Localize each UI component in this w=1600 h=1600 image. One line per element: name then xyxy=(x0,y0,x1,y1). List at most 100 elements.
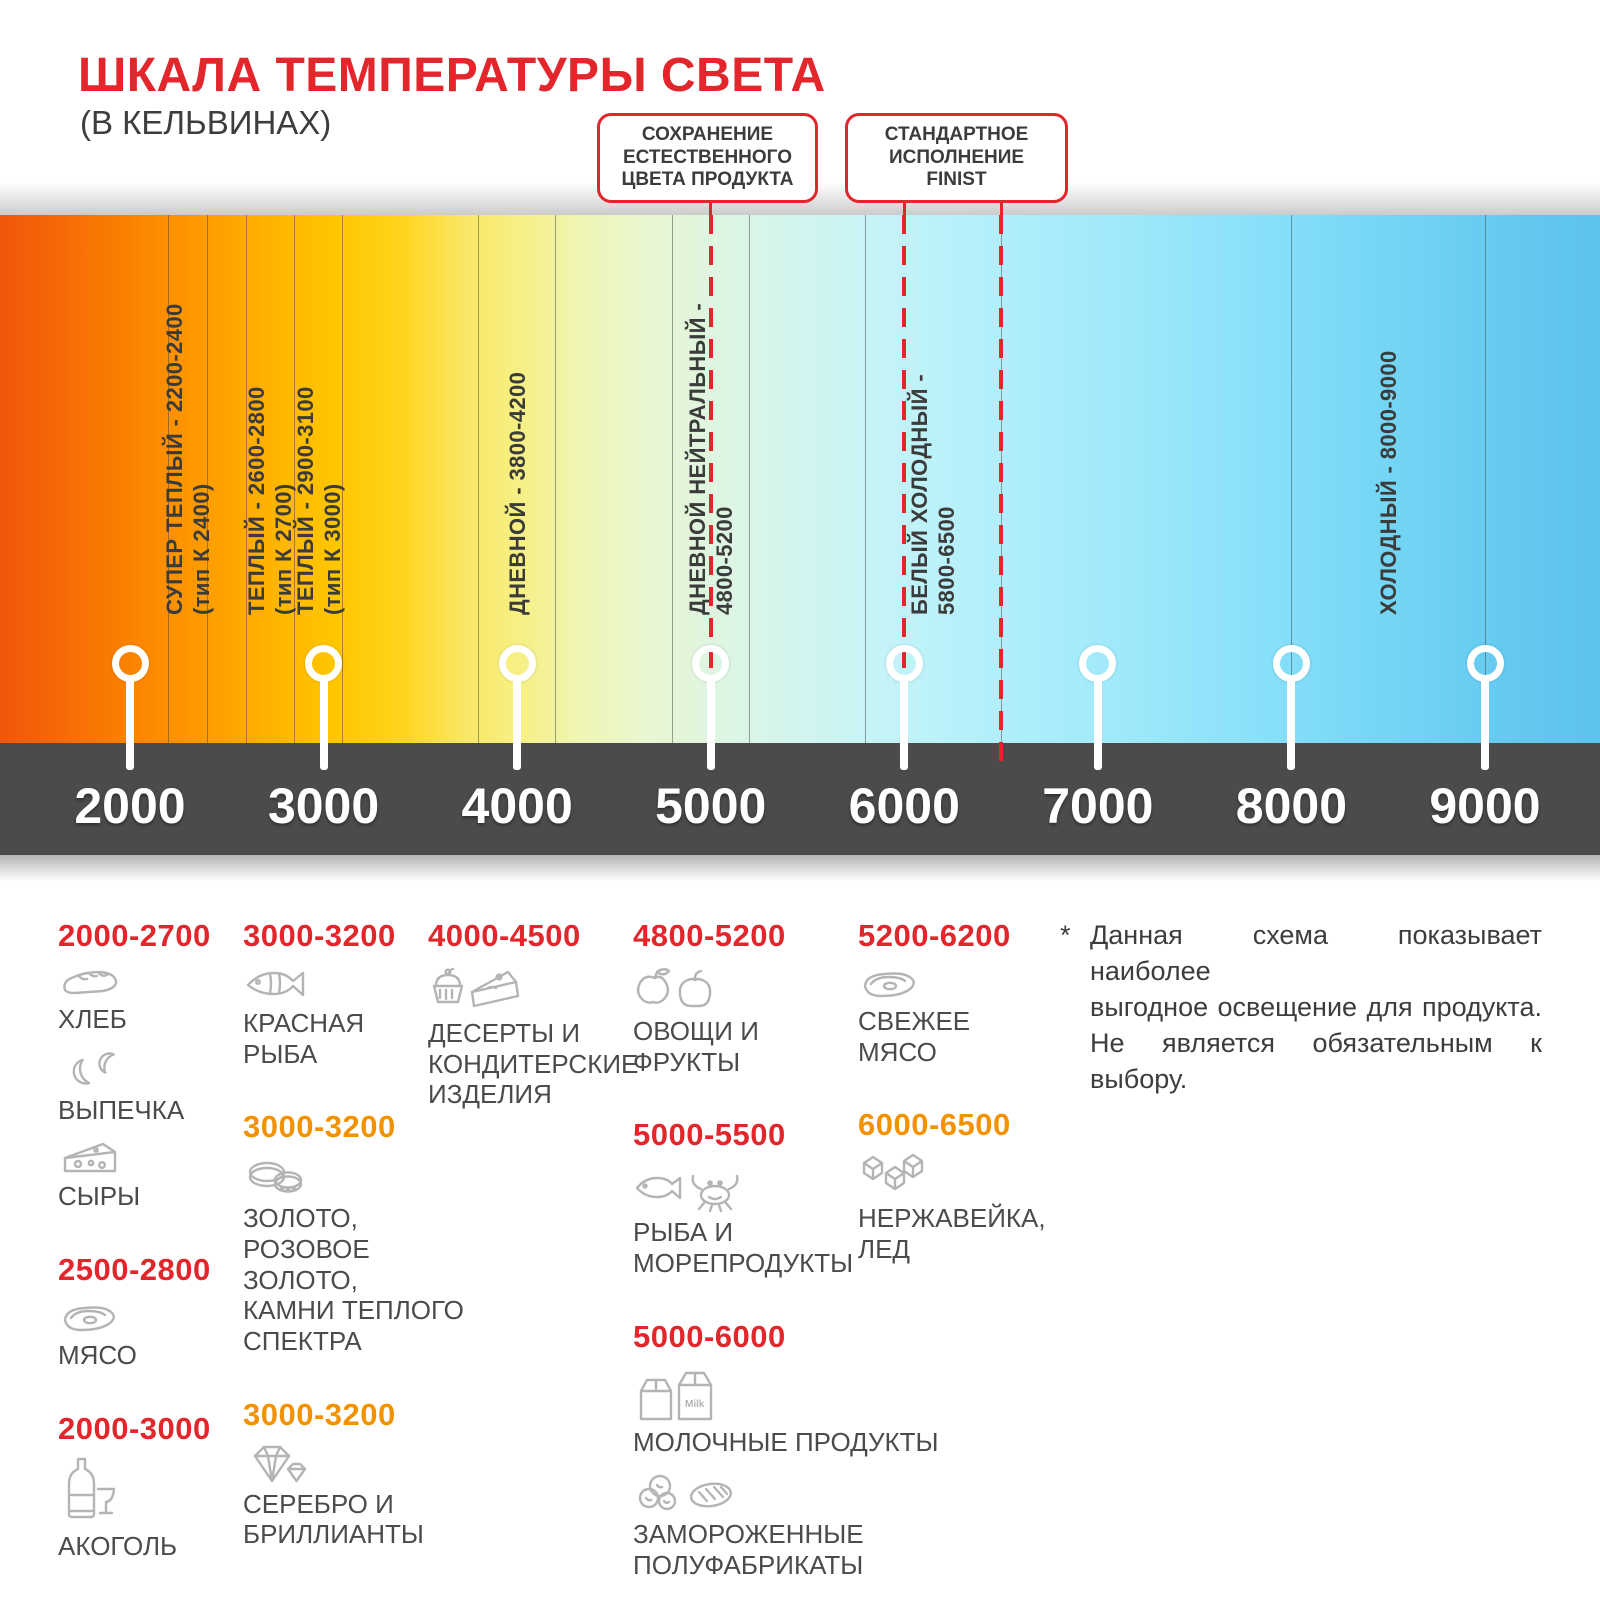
callout-natural-color: СОХРАНЕНИЕ ЕСТЕСТВЕННОГО ЦВЕТА ПРОДУКТА xyxy=(597,113,818,203)
legend-entry: СЕРЕБРО И БРИЛЛИАНТЫ xyxy=(243,1441,483,1550)
range-heading: 2500-2800 xyxy=(58,1252,211,1288)
footnote: * Данная схема показывает наиболее выгодн… xyxy=(1060,918,1542,1098)
legend-entry-label: ЗАМОРОЖЕННЫЕ ПОЛУФАБРИКАТЫ xyxy=(633,1519,864,1581)
scale-marker-stem xyxy=(1287,681,1296,770)
legend-entry-label: СЫРЫ xyxy=(58,1181,141,1212)
axis-number: 8000 xyxy=(1235,778,1348,834)
diamond-icon xyxy=(243,1441,483,1487)
bar-bottom-shadow xyxy=(0,855,1600,881)
range-boundary-tick xyxy=(206,215,208,743)
zone-label: СУПЕР ТЕПЛЫЙ - 2200-2400 (тип К 2400) xyxy=(161,303,215,615)
legend-entry-label: АКОГОЛЬ xyxy=(58,1530,178,1561)
red-guide-line xyxy=(708,215,713,770)
footnote-line: Не является обязательным к выбору. xyxy=(1090,1027,1542,1094)
range-heading: 5000-6000 xyxy=(633,1318,786,1354)
legend-entry: МЯСО xyxy=(58,1296,238,1371)
range-boundary-tick xyxy=(342,215,344,743)
legend-entry-label: ВЫПЕЧКА xyxy=(58,1094,185,1125)
ice-icon xyxy=(858,1151,1068,1201)
frozen-icon xyxy=(633,1465,943,1517)
footnote-asterisk: * xyxy=(1060,920,1071,950)
callout-text: СОХРАНЕНИЕ ЕСТЕСТВЕННОГО ЦВЕТА ПРОДУКТА xyxy=(621,123,794,191)
fresh-meat-icon xyxy=(858,962,1068,1004)
zone-label-line: 4800-5200 xyxy=(711,506,737,615)
zone-label-line: 5800-6500 xyxy=(934,506,960,615)
scale-marker-ring xyxy=(305,645,343,682)
temperature-scale: СУПЕР ТЕПЛЫЙ - 2200-2400 (тип К 2400) ТЕПЛ… xyxy=(0,215,1600,855)
range-boundary-tick xyxy=(555,215,557,743)
legend-entry: НЕРЖАВЕЙКА, ЛЕД xyxy=(858,1151,1068,1264)
scale-marker-stem xyxy=(1093,681,1102,770)
range-boundary-tick xyxy=(748,215,750,743)
legend-entry: КРАСНАЯ РЫБА xyxy=(243,962,483,1069)
legend-entry: ЗАМОРОЖЕННЫЕ ПОЛУФАБРИКАТЫ xyxy=(633,1465,943,1580)
legend-entry: АКОГОЛЬ xyxy=(58,1455,238,1562)
red-guide-line xyxy=(902,215,907,770)
range-heading: 3000-3200 xyxy=(243,1109,396,1145)
scale-marker-stem xyxy=(126,681,134,770)
range-heading: 2000-2700 xyxy=(58,918,211,953)
range-boundary-tick xyxy=(294,215,296,743)
range-boundary-tick xyxy=(671,215,673,743)
axis-number: 9000 xyxy=(1429,778,1541,834)
range-heading: 4800-5200 xyxy=(633,918,786,953)
legend-entry-label: НЕРЖАВЕЙКА, ЛЕД xyxy=(858,1203,1046,1265)
meat-icon xyxy=(58,1296,238,1338)
legend-entry: СВЕЖЕЕ МЯСО xyxy=(858,962,1068,1067)
page-title: ШКАЛА ТЕМПЕРАТУРЫ СВЕТА xyxy=(78,49,826,102)
legend-column: 4000-4500 ДЕСЕРТЫ И КОНДИТЕРСКИЕ ИЗДЕЛИЯ xyxy=(428,918,638,1110)
range-heading: 6000-6500 xyxy=(858,1107,1011,1143)
zone-label: ТЕПЛЫЙ - 2600-2800 (тип К 2700) xyxy=(243,386,297,615)
legend-entry-label: ХЛЕБ xyxy=(58,1004,127,1034)
alcohol-icon xyxy=(58,1455,238,1529)
callout-connector xyxy=(709,195,713,217)
range-boundary-tick xyxy=(245,215,247,743)
scale-marker-stem xyxy=(319,681,328,770)
legend-entry-label: РЫБА И МОРЕПРОДУКТЫ xyxy=(633,1217,854,1279)
legend-entry: ЗОЛОТО, РОЗОВОЕ ЗОЛОТО, КАМНИ ТЕПЛОГО СП… xyxy=(243,1153,483,1356)
legend-entry-label: КРАСНАЯ РЫБА xyxy=(243,1008,365,1069)
axis-bar: 2000 3000 4000 5000 6000 7000 8000 9000 xyxy=(0,743,1600,855)
milk-icon: Milk xyxy=(633,1363,943,1425)
legend-entry-label: ЗОЛОТО, РОЗОВОЕ ЗОЛОТО, КАМНИ ТЕПЛОГО СП… xyxy=(243,1203,464,1357)
produce-icon xyxy=(633,962,943,1014)
axis-number: 4000 xyxy=(461,778,573,834)
scale-marker-ring xyxy=(498,645,536,682)
legend-entry-label: СЕРЕБРО И БРИЛЛИАНТЫ xyxy=(243,1488,424,1550)
scale-marker-ring xyxy=(1466,645,1504,682)
footnote-line: выгодное освещение для продукта. xyxy=(1090,991,1542,1022)
scale-marker-stem xyxy=(706,681,715,770)
range-boundary-tick xyxy=(168,215,170,743)
range-boundary-tick xyxy=(865,215,867,743)
legend-entry: ВЫПЕЧКА xyxy=(58,1043,238,1126)
gradient-band: СУПЕР ТЕПЛЫЙ - 2200-2400 (тип К 2400) ТЕПЛ… xyxy=(0,215,1600,743)
axis-number: 6000 xyxy=(848,778,960,834)
callout-connector xyxy=(902,195,906,217)
footnote-line: Данная схема показывает наиболее xyxy=(1090,920,1542,986)
seafood-icon xyxy=(633,1161,943,1215)
callout-connector xyxy=(999,195,1003,217)
croissant-icon xyxy=(58,1043,238,1093)
zone-label-line: ДНЕВНОЙ НЕЙТРАЛЬНЫЙ - xyxy=(684,302,710,615)
zone-label-line: (тип К 2400) xyxy=(189,483,215,615)
axis-number: 5000 xyxy=(655,778,767,834)
scale-marker-ring xyxy=(111,645,149,682)
legend-column: 5200-6200 СВЕЖЕЕ МЯСО 6000-6500 НЕРЖАВЕЙКА,… xyxy=(858,918,1068,1265)
legend-entry-label: МЯСО xyxy=(58,1340,137,1371)
legend-entry: Milk МОЛОЧНЫЕ ПРОДУКТЫ xyxy=(633,1363,943,1458)
legend-entry: ДЕСЕРТЫ И КОНДИТЕРСКИЕ ИЗДЕЛИЯ xyxy=(428,962,638,1110)
axis-number: 2000 xyxy=(74,778,186,834)
legend-column: 3000-3200 КРАСНАЯ РЫБА 3000-3200 ЗОЛОТО, РО… xyxy=(243,918,483,1550)
zone-label-line: (тип К 3000) xyxy=(319,483,345,615)
zone-label-line: ТЕПЛЫЙ - 2600-2800 xyxy=(244,386,270,615)
legend-entry: СЫРЫ xyxy=(58,1133,238,1212)
cheese-icon xyxy=(58,1133,238,1179)
zone-label: ДНЕВНОЙ - 3800-4200 xyxy=(504,372,531,615)
scale-marker-stem xyxy=(1481,681,1489,770)
svg-text:Milk: Milk xyxy=(685,1399,705,1410)
legend-column: 4800-5200 ОВОЩИ И ФРУКТЫ 5000-5500 РЫБА И М… xyxy=(633,918,943,1581)
axis-number: 3000 xyxy=(267,778,380,834)
scale-marker-ring xyxy=(1272,645,1310,682)
zone-label-line: ДНЕВНОЙ - 3800-4200 xyxy=(504,371,530,615)
